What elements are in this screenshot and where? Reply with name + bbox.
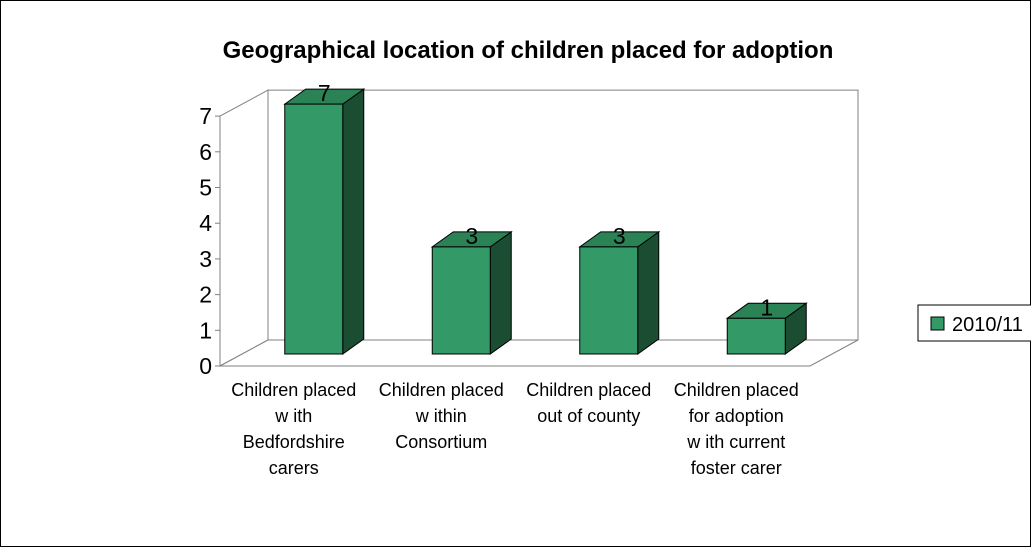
x-tick-label: Children placed w ith Bedfordshire carers: [231, 380, 356, 478]
bars: 7 3 3 1: [283, 80, 808, 355]
x-tick-label-line: Bedfordshire: [243, 432, 345, 452]
x-tick-label-line: Children placed: [526, 380, 651, 400]
bar: 1: [725, 294, 808, 355]
bar-data-label: 7: [318, 80, 331, 106]
bar-data-label: 3: [613, 223, 626, 249]
y-tick-label: 1: [199, 317, 212, 343]
x-tick-label: Children placed w ithin Consortium: [379, 380, 504, 452]
x-tick-label-line: foster carer: [691, 458, 782, 478]
y-axis: 0 1 2 3 4 5 6 7: [199, 103, 221, 379]
bar: 3: [430, 223, 513, 355]
bar-front: [284, 103, 344, 355]
bar: 7: [283, 80, 366, 355]
x-tick-label: Children placed out of county: [526, 380, 651, 426]
y-tick-label: 2: [199, 282, 212, 308]
bar: 3: [578, 223, 661, 355]
bar-data-label: 1: [760, 294, 773, 320]
x-tick-label-line: out of county: [537, 406, 640, 426]
chart-walls: [219, 89, 859, 367]
bar-front: [726, 317, 786, 355]
x-tick-label-line: Children placed: [379, 380, 504, 400]
y-tick-label: 4: [199, 210, 212, 236]
bar-front: [431, 246, 491, 355]
side-wall: [219, 89, 269, 367]
x-tick-label-line: Children placed: [231, 380, 356, 400]
x-tick-label-line: carers: [269, 458, 319, 478]
y-tick-label: 7: [199, 103, 212, 129]
y-tick-label: 3: [199, 246, 212, 272]
y-tick-label: 5: [199, 175, 212, 201]
bar-front: [579, 246, 639, 355]
x-tick-label: Children placed for adoption w ith current…: [674, 380, 799, 478]
x-tick-label-line: Children placed: [674, 380, 799, 400]
x-axis-labels: Children placed w ith Bedfordshire carersCh…: [231, 380, 799, 478]
legend: 2010/11: [917, 304, 1031, 342]
x-tick-label-line: for adoption: [689, 406, 784, 426]
bar-side: [489, 230, 512, 355]
bar-side: [342, 88, 365, 355]
y-tick-label: 0: [199, 353, 212, 379]
x-tick-label-line: w ithin: [415, 406, 467, 426]
bar-data-label: 3: [465, 223, 478, 249]
x-tick-label-line: Consortium: [395, 432, 487, 452]
chart-title: Geographical location of children placed…: [223, 37, 834, 64]
legend-label: 2010/11: [952, 314, 1023, 336]
x-tick-label-line: w ith current: [686, 432, 785, 452]
legend-swatch: [930, 316, 945, 331]
y-tick-label: 6: [199, 139, 212, 165]
bar-side: [637, 230, 660, 355]
x-tick-label-line: w ith: [274, 406, 312, 426]
